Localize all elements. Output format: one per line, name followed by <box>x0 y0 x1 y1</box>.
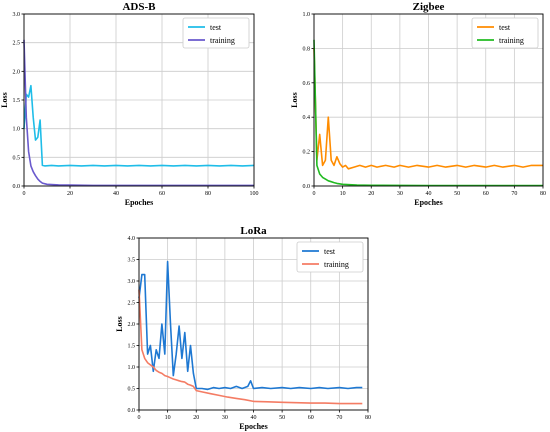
y-tick-label: 0.0 <box>303 184 311 190</box>
legend-label-test: test <box>324 247 336 256</box>
chart-zigbee: 0 10 20 30 40 50 60 70 80 0.0 0.2 0.4 0.6 0.8 1.0 Zigbe… <box>290 1 546 207</box>
x-tick-label: 0 <box>138 415 141 421</box>
y-tick-label: 1.0 <box>128 365 136 371</box>
chart-title: ADS-B <box>122 1 156 13</box>
y-tick-label: 1.0 <box>303 12 311 18</box>
x-tick-label: 20 <box>368 191 374 197</box>
y-tick-label: 0.5 <box>13 155 21 161</box>
series-line-training <box>138 289 363 405</box>
y-tick-label: 1.5 <box>128 344 136 350</box>
x-tick-label: 70 <box>336 415 342 421</box>
legend: test training <box>296 241 364 273</box>
chart-title: Zigbee <box>413 1 445 13</box>
x-tick-label: 50 <box>454 191 460 197</box>
y-tick-label: 0.8 <box>303 46 311 52</box>
x-tick-label: 30 <box>222 415 228 421</box>
legend-label-training: training <box>210 36 235 45</box>
plot-frame <box>313 13 544 187</box>
plot-frame <box>23 13 255 187</box>
x-tick-label: 30 <box>397 191 403 197</box>
x-tick-label: 80 <box>540 191 546 197</box>
x-tick-label: 80 <box>205 191 211 197</box>
x-tick-label: 60 <box>483 191 489 197</box>
y-axis-label: Loss <box>0 92 9 108</box>
legend: test training <box>471 17 539 49</box>
legend-label-test: test <box>499 23 511 32</box>
x-tick-label: 10 <box>340 191 346 197</box>
x-tick-label: 40 <box>251 415 257 421</box>
x-tick-label: 10 <box>165 415 171 421</box>
y-tick-label: 4.0 <box>128 236 136 242</box>
y-tick-label: 0.4 <box>303 115 311 121</box>
y-tick-label: 3.5 <box>128 258 136 264</box>
chart-lora: 0 10 20 30 40 50 60 70 80 0.0 0.5 1.0 1.5 2.0 2.5 3.0 3.… <box>115 225 371 431</box>
y-tick-label: 2.0 <box>13 69 21 75</box>
y-tick-label: 3.0 <box>13 12 21 18</box>
x-tick-label: 40 <box>426 191 432 197</box>
x-tick-label: 20 <box>67 191 73 197</box>
y-tick-label: 1.5 <box>13 98 21 104</box>
x-tick-label: 20 <box>193 415 199 421</box>
y-tick-label: 2.5 <box>13 41 21 47</box>
series-line-training <box>313 39 543 187</box>
y-axis-label: Loss <box>115 316 124 332</box>
series-line-test <box>313 48 543 170</box>
x-tick-label: 0 <box>313 191 316 197</box>
plot-frame <box>138 237 369 411</box>
x-tick-label: 60 <box>159 191 165 197</box>
x-tick-label: 80 <box>365 415 371 421</box>
y-tick-label: 2.0 <box>128 322 136 328</box>
x-axis-label: Epoches <box>414 198 442 207</box>
x-axis-label: Epoches <box>239 422 267 431</box>
legend-label-training: training <box>499 36 524 45</box>
x-tick-label: 40 <box>113 191 119 197</box>
chart-adsb: 0 20 40 60 80 100 0.0 0.5 1.0 1.5 2.0 2.5 3.0 ADS-B Ep… <box>0 1 259 207</box>
x-tick-label: 50 <box>279 415 285 421</box>
x-tick-label: 60 <box>308 415 314 421</box>
y-tick-label: 0.0 <box>13 184 21 190</box>
series-line-training <box>23 39 254 187</box>
y-tick-label: 0.5 <box>128 387 136 393</box>
y-tick-label: 0.2 <box>303 150 311 156</box>
series-line-test <box>23 84 255 167</box>
chart-title: LoRa <box>240 225 267 237</box>
x-tick-label: 70 <box>511 191 517 197</box>
y-axis-label: Loss <box>290 92 299 108</box>
y-tick-label: 0.0 <box>128 408 136 414</box>
x-tick-label: 0 <box>23 191 26 197</box>
x-axis-label: Epoches <box>125 198 153 207</box>
x-tick-label: 100 <box>250 191 259 197</box>
legend-label-training: training <box>324 260 349 269</box>
legend-label-test: test <box>210 23 222 32</box>
y-tick-label: 2.5 <box>128 301 136 307</box>
y-tick-label: 1.0 <box>13 127 21 133</box>
legend: test training <box>182 17 250 49</box>
y-tick-label: 3.0 <box>128 279 136 285</box>
y-tick-label: 0.6 <box>303 81 311 87</box>
series-line-test <box>138 260 363 391</box>
